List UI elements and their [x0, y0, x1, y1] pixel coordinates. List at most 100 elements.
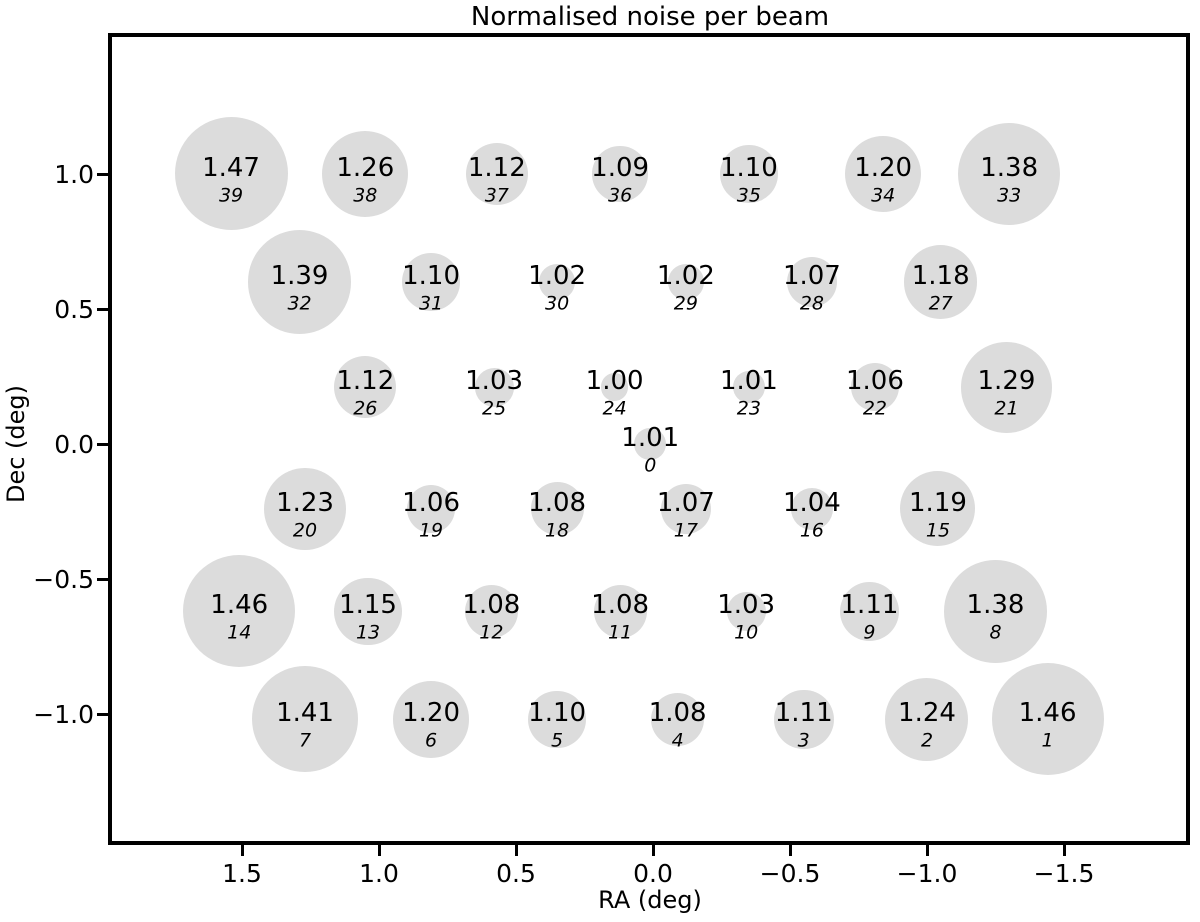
beam-marker: [465, 143, 528, 205]
beam-number-label: 39: [218, 184, 244, 207]
beam-number-label: 19: [418, 519, 444, 542]
y-tick: [97, 712, 108, 716]
beam-value-label: 1.23: [276, 487, 334, 518]
beam-marker: [464, 584, 518, 638]
beam-marker: [264, 468, 346, 550]
beam-marker: [334, 356, 397, 419]
beam-value-label: 1.07: [782, 261, 841, 291]
beam-number-label: 16: [799, 519, 824, 542]
beam-number-label: 31: [418, 292, 444, 315]
beam-number-label: 35: [736, 184, 761, 207]
beam-number-label: 36: [608, 184, 633, 207]
y-tick-label: 1.0: [54, 160, 94, 189]
x-tick: [514, 845, 518, 856]
beam-value-label: 1.03: [465, 366, 524, 397]
x-tick-label: 0.0: [633, 859, 673, 888]
x-tick: [788, 845, 792, 856]
beam-value-label: 1.01: [719, 366, 778, 397]
x-tick: [1062, 845, 1066, 856]
beam-number-label: 32: [287, 292, 312, 315]
beam-value-label: 1.11: [774, 698, 833, 729]
beam-number-label: 34: [871, 184, 896, 207]
beam-marker: [660, 483, 712, 535]
beam-value-label: 1.07: [656, 487, 715, 518]
beam-marker: [392, 681, 470, 758]
beam-marker: [786, 256, 838, 308]
beam-marker: [726, 591, 766, 631]
beam-number-label: 21: [994, 397, 1019, 420]
beam-marker: [651, 692, 705, 746]
beam-marker: [961, 342, 1052, 433]
beam-marker: [634, 428, 667, 460]
beam-marker: [885, 677, 969, 761]
beam-value-label: 1.08: [462, 590, 521, 621]
y-tick-label: 0.5: [54, 295, 94, 324]
beam-value-label: 1.19: [909, 487, 967, 518]
beam-number-label: 0: [644, 454, 657, 477]
beam-value-label: 1.47: [202, 153, 260, 183]
beam-value-label: 1.10: [528, 698, 587, 729]
x-tick-label: −0.5: [759, 859, 821, 888]
beam-value-label: 1.38: [980, 153, 1039, 183]
beam-value-label: 1.18: [911, 261, 970, 291]
x-tick: [240, 845, 244, 856]
beam-number-label: 10: [734, 621, 759, 644]
beam-marker: [474, 367, 514, 407]
y-tick: [97, 307, 108, 311]
y-tick-label: −1.0: [33, 700, 94, 729]
beam-number-label: 5: [551, 729, 564, 752]
beam-value-label: 1.10: [402, 261, 460, 291]
beam-number-label: 7: [298, 729, 312, 752]
beam-value-label: 1.24: [898, 698, 956, 729]
beam-value-label: 1.04: [782, 487, 841, 518]
beam-number-label: 6: [425, 729, 438, 752]
beam-value-label: 1.20: [854, 153, 913, 183]
beam-marker: [322, 130, 409, 218]
beam-marker: [528, 690, 586, 749]
beam-value-label: 1.29: [977, 366, 1036, 397]
x-tick-label: −1.5: [1033, 859, 1095, 888]
beam-number-label: 37: [484, 184, 509, 207]
beam-number-label: 2: [920, 729, 934, 752]
y-tick: [97, 172, 108, 176]
beam-number-label: 4: [671, 729, 684, 752]
x-tick: [377, 845, 381, 856]
beam-value-label: 1.41: [276, 698, 334, 729]
beam-marker: [402, 253, 460, 311]
beam-marker: [600, 373, 629, 402]
beam-marker: [720, 145, 778, 203]
beam-marker: [593, 584, 647, 638]
y-tick: [97, 442, 108, 446]
beam-number-label: 29: [673, 292, 698, 315]
beam-value-label: 1.39: [270, 261, 329, 291]
beam-value-label: 1.20: [402, 698, 460, 729]
y-tick-label: −0.5: [33, 565, 94, 594]
beam-value-label: 1.08: [591, 590, 650, 621]
y-tick-label: 0.0: [54, 430, 94, 459]
x-tick-label: 1.5: [222, 859, 262, 888]
beam-marker: [790, 487, 834, 530]
beam-number-label: 18: [545, 519, 570, 542]
beam-value-label: 1.46: [1018, 698, 1077, 729]
beam-value-label: 1.09: [591, 153, 650, 183]
beam-number-label: 27: [928, 292, 953, 315]
chart-title: Normalised noise per beam: [470, 2, 830, 32]
y-tick: [97, 577, 108, 581]
beam-value-label: 1.15: [339, 590, 397, 621]
beam-value-label: 1.12: [336, 366, 395, 397]
beam-marker: [732, 371, 765, 404]
beam-marker: [539, 264, 575, 300]
beam-value-label: 1.10: [719, 153, 778, 183]
beam-number-label: 13: [355, 621, 381, 644]
beam-value-label: 1.46: [210, 590, 269, 621]
beam-marker: [844, 135, 922, 213]
beam-number-label: 3: [797, 729, 810, 752]
beam-number-label: 23: [736, 397, 761, 420]
beam-number-label: 25: [481, 397, 507, 420]
beam-value-label: 1.06: [402, 487, 460, 518]
beam-value-label: 1.06: [845, 366, 904, 397]
x-tick: [925, 845, 929, 856]
